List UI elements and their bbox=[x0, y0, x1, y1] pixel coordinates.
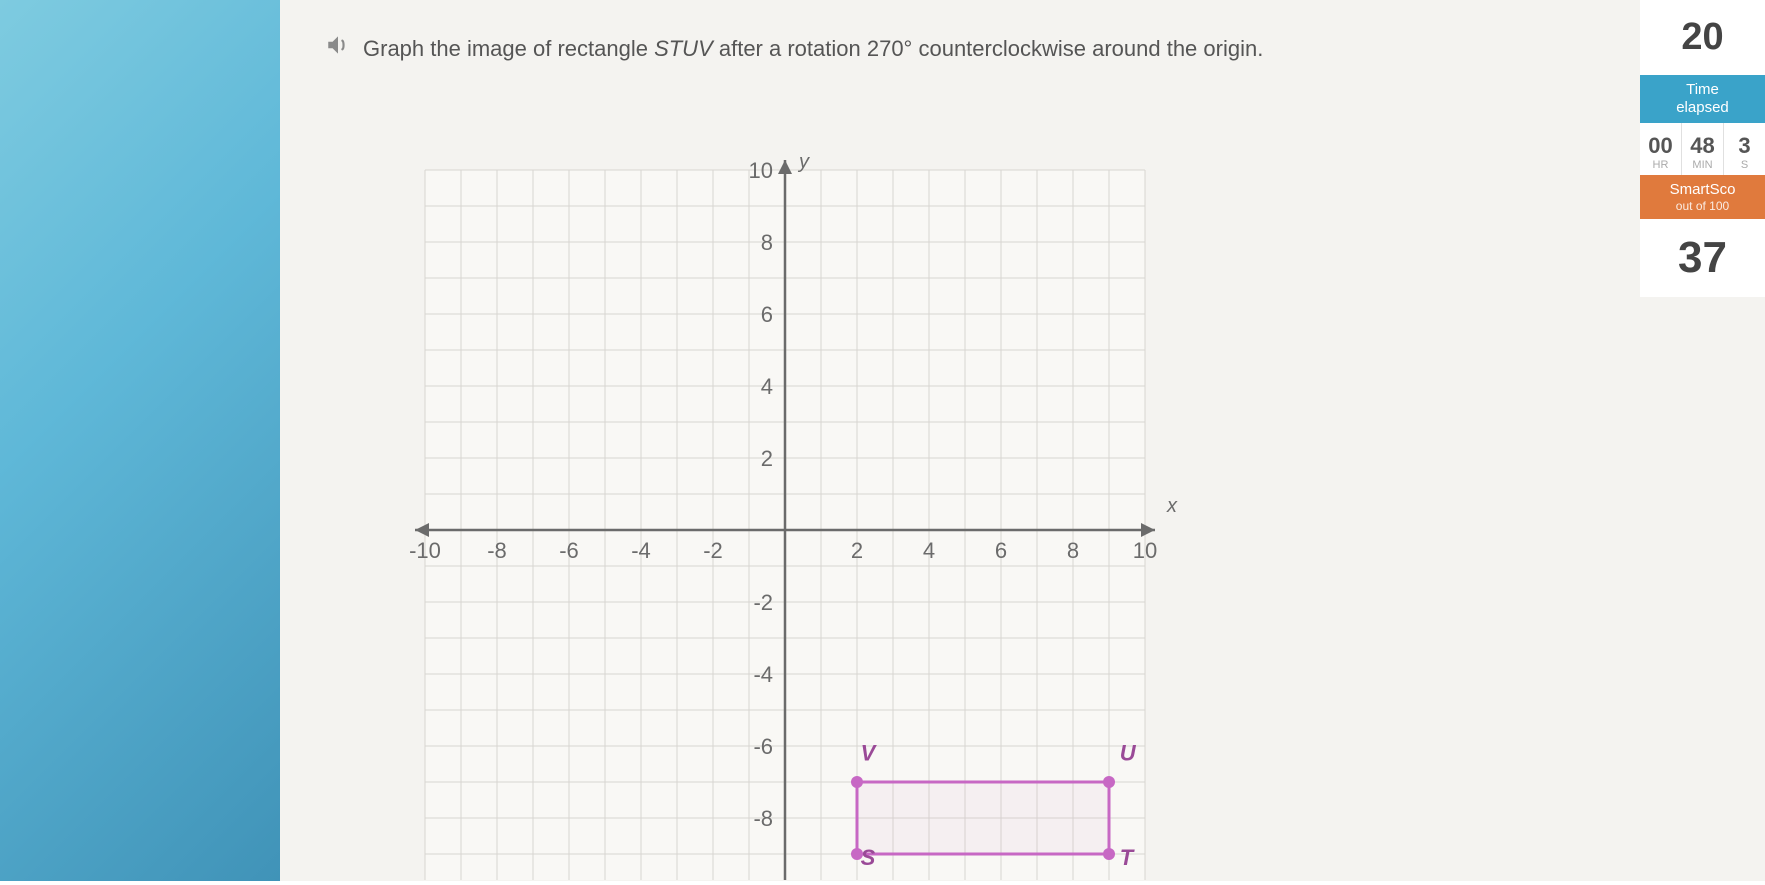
time-row: 00 HR 48 MIN 3 S bbox=[1640, 123, 1765, 175]
svg-text:-10: -10 bbox=[741, 878, 773, 880]
time-label-2: elapsed bbox=[1640, 99, 1765, 117]
stats-sidebar: 20 Time elapsed 00 HR 48 MIN 3 S SmartSc… bbox=[1640, 0, 1765, 881]
svg-text:y: y bbox=[797, 151, 810, 173]
question-text: Graph the image of rectangle STUV after … bbox=[363, 28, 1263, 70]
svg-text:6: 6 bbox=[995, 538, 1007, 563]
svg-text:2: 2 bbox=[851, 538, 863, 563]
svg-text:S: S bbox=[861, 845, 876, 870]
q-prefix: Graph the image of rectangle bbox=[363, 36, 654, 61]
smartscore-value: 37 bbox=[1640, 219, 1765, 297]
svg-text:V: V bbox=[861, 740, 878, 765]
smartscore-sub: out of 100 bbox=[1640, 199, 1765, 213]
svg-text:2: 2 bbox=[761, 446, 773, 471]
speaker-icon[interactable] bbox=[325, 32, 351, 58]
svg-text:6: 6 bbox=[761, 302, 773, 327]
time-sec-cell: 3 S bbox=[1724, 123, 1765, 175]
svg-text:10: 10 bbox=[749, 158, 773, 183]
coordinate-graph[interactable]: -10 -8 -6 -4 -2 2 4 6 8 10 -10 -8 -6 -4 -2 2 4 6 8 10 x y S T U V bbox=[365, 110, 1265, 885]
q-shape: STUV bbox=[654, 36, 713, 61]
svg-text:x: x bbox=[1166, 495, 1178, 517]
time-hr-cell: 00 HR bbox=[1640, 123, 1682, 175]
smartscore-label: SmartSco bbox=[1640, 181, 1765, 199]
svg-text:8: 8 bbox=[761, 230, 773, 255]
time-sec-lbl: S bbox=[1724, 159, 1765, 171]
svg-text:-4: -4 bbox=[631, 538, 651, 563]
q-angle: 270° bbox=[867, 36, 913, 61]
svg-text:4: 4 bbox=[923, 538, 935, 563]
svg-text:-2: -2 bbox=[703, 538, 723, 563]
svg-text:T: T bbox=[1120, 845, 1135, 870]
time-header: Time elapsed bbox=[1640, 75, 1765, 123]
svg-text:-10: -10 bbox=[409, 538, 441, 563]
svg-text:-8: -8 bbox=[487, 538, 507, 563]
svg-text:4: 4 bbox=[761, 374, 773, 399]
time-min-cell: 48 MIN bbox=[1682, 123, 1724, 175]
svg-text:U: U bbox=[1120, 740, 1137, 765]
svg-text:-6: -6 bbox=[559, 538, 579, 563]
svg-text:10: 10 bbox=[1133, 538, 1157, 563]
svg-text:-4: -4 bbox=[753, 662, 773, 687]
svg-text:8: 8 bbox=[1067, 538, 1079, 563]
time-sec: 3 bbox=[1724, 133, 1765, 159]
svg-text:-8: -8 bbox=[753, 806, 773, 831]
time-hr: 00 bbox=[1640, 133, 1681, 159]
svg-text:-6: -6 bbox=[753, 734, 773, 759]
q-middle: after a rotation bbox=[713, 36, 867, 61]
svg-text:-2: -2 bbox=[753, 590, 773, 615]
smartscore-header: SmartSco out of 100 bbox=[1640, 175, 1765, 219]
left-background bbox=[0, 0, 280, 881]
main-panel: Graph the image of rectangle STUV after … bbox=[280, 0, 1765, 881]
q-suffix: counterclockwise around the origin. bbox=[912, 36, 1263, 61]
questions-answered: 20 bbox=[1640, 0, 1765, 75]
question-row: Graph the image of rectangle STUV after … bbox=[325, 28, 1263, 70]
time-hr-lbl: HR bbox=[1640, 159, 1681, 171]
time-min-lbl: MIN bbox=[1682, 159, 1723, 171]
time-label-1: Time bbox=[1640, 81, 1765, 99]
time-min: 48 bbox=[1682, 133, 1723, 159]
